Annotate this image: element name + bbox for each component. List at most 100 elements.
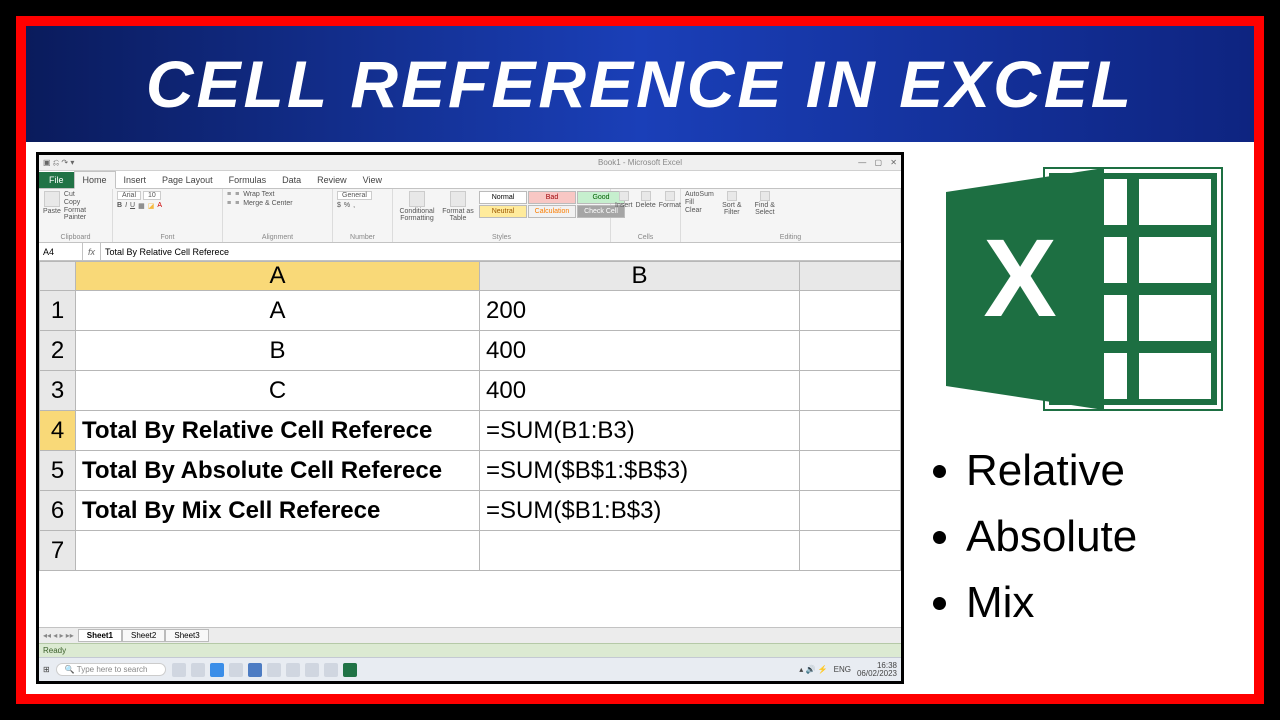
tab-formulas[interactable]: Formulas — [221, 172, 275, 188]
taskbar-app-icon[interactable] — [343, 663, 357, 677]
sort-filter-button[interactable]: Sort & Filter — [717, 191, 747, 216]
align-center-button[interactable]: ≡ — [235, 200, 239, 207]
taskbar-app-icon[interactable] — [191, 663, 205, 677]
find-select-button[interactable]: Find & Select — [750, 191, 780, 216]
font-color-button[interactable]: A — [157, 202, 162, 210]
currency-button[interactable]: $ — [337, 202, 341, 209]
col-header-b[interactable]: B — [480, 262, 800, 291]
fx-icon[interactable]: fx — [83, 243, 101, 260]
cell-c5[interactable] — [800, 451, 901, 491]
tab-page-layout[interactable]: Page Layout — [154, 172, 221, 188]
taskbar-app-icon[interactable] — [286, 663, 300, 677]
sheet-nav[interactable]: ◂◂ ◂ ▸ ▸▸ — [43, 631, 74, 640]
sheet-tab-3[interactable]: Sheet3 — [165, 629, 208, 642]
cell-a3[interactable]: C — [76, 371, 480, 411]
cell-a5[interactable]: Total By Absolute Cell Referece — [76, 451, 480, 491]
cell-c4[interactable] — [800, 411, 901, 451]
fill-color-button[interactable]: ◪ — [148, 202, 155, 210]
format-cells-button[interactable]: Format — [659, 191, 681, 209]
cell-b1[interactable]: 200 — [480, 291, 800, 331]
clear-button[interactable]: Clear — [685, 207, 714, 214]
style-neutral[interactable]: Neutral — [479, 205, 527, 218]
formula-bar[interactable]: Total By Relative Cell Referece — [101, 243, 901, 260]
underline-button[interactable]: U — [130, 202, 135, 210]
fill-button[interactable]: Fill — [685, 199, 714, 206]
taskbar-search[interactable]: 🔍 Type here to search — [56, 663, 166, 676]
style-normal[interactable]: Normal — [479, 191, 527, 204]
col-header-a[interactable]: A — [76, 262, 480, 291]
conditional-formatting-button[interactable]: Conditional Formatting — [397, 191, 437, 222]
italic-button[interactable]: I — [125, 202, 127, 210]
cell-a2[interactable]: B — [76, 331, 480, 371]
sheet-tab-2[interactable]: Sheet2 — [122, 629, 165, 642]
bold-button[interactable]: B — [117, 202, 122, 210]
taskbar-app-icon[interactable] — [210, 663, 224, 677]
taskbar-app-icon[interactable] — [229, 663, 243, 677]
paste-button[interactable]: Paste — [43, 191, 61, 215]
row-header-7[interactable]: 7 — [40, 531, 76, 571]
cell-c1[interactable] — [800, 291, 901, 331]
cell-a1[interactable]: A — [76, 291, 480, 331]
border-button[interactable]: ▦ — [138, 202, 145, 210]
insert-cells-button[interactable]: Insert — [615, 191, 633, 209]
cell-b3[interactable]: 400 — [480, 371, 800, 411]
row-header-6[interactable]: 6 — [40, 491, 76, 531]
cell-c6[interactable] — [800, 491, 901, 531]
row-header-3[interactable]: 3 — [40, 371, 76, 411]
cell-c3[interactable] — [800, 371, 901, 411]
align-top-button[interactable]: ≡ — [227, 191, 231, 198]
tab-data[interactable]: Data — [274, 172, 309, 188]
align-left-button[interactable]: ≡ — [227, 200, 231, 207]
font-family-select[interactable]: Arial — [117, 191, 141, 200]
close-icon[interactable]: ✕ — [890, 158, 897, 167]
cell-c7[interactable] — [800, 531, 901, 571]
cut-button[interactable]: Cut — [64, 191, 108, 198]
row-header-4[interactable]: 4 — [40, 411, 76, 451]
autosum-button[interactable]: AutoSum — [685, 191, 714, 198]
tab-home[interactable]: Home — [74, 171, 116, 189]
name-box[interactable]: A4 — [39, 243, 83, 260]
tab-view[interactable]: View — [355, 172, 390, 188]
cell-b2[interactable]: 400 — [480, 331, 800, 371]
cell-b6[interactable]: =SUM($B1:B$3) — [480, 491, 800, 531]
tab-file[interactable]: File — [39, 172, 74, 188]
start-button[interactable]: ⊞ — [43, 665, 50, 674]
maximize-icon[interactable]: ▢ — [875, 158, 883, 167]
row-header-5[interactable]: 5 — [40, 451, 76, 491]
style-bad[interactable]: Bad — [528, 191, 576, 204]
taskbar-app-icon[interactable] — [248, 663, 262, 677]
format-painter-button[interactable]: Format Painter — [64, 207, 108, 221]
copy-button[interactable]: Copy — [64, 199, 108, 206]
row-header-2[interactable]: 2 — [40, 331, 76, 371]
col-header-c[interactable] — [800, 262, 901, 291]
taskbar-app-icon[interactable] — [305, 663, 319, 677]
format-as-table-button[interactable]: Format as Table — [440, 191, 476, 222]
cell-b4[interactable]: =SUM(B1:B3) — [480, 411, 800, 451]
number-format-select[interactable]: General — [337, 191, 372, 200]
merge-center-button[interactable]: Merge & Center — [243, 200, 292, 207]
row-header-1[interactable]: 1 — [40, 291, 76, 331]
cell-a7[interactable] — [76, 531, 480, 571]
tab-insert[interactable]: Insert — [116, 172, 155, 188]
tab-review[interactable]: Review — [309, 172, 355, 188]
worksheet-grid[interactable]: A B 1 A 200 2 B 400 — [39, 261, 901, 627]
taskbar-app-icon[interactable] — [172, 663, 186, 677]
percent-button[interactable]: % — [344, 202, 350, 209]
align-mid-button[interactable]: ≡ — [235, 191, 239, 198]
delete-cells-button[interactable]: Delete — [636, 191, 656, 209]
cell-styles-gallery[interactable]: Normal Bad Good Neutral Calculation Chec… — [479, 191, 625, 218]
cell-a6[interactable]: Total By Mix Cell Referece — [76, 491, 480, 531]
taskbar-app-icon[interactable] — [267, 663, 281, 677]
taskbar-app-icon[interactable] — [324, 663, 338, 677]
cell-a4[interactable]: Total By Relative Cell Referece — [76, 411, 480, 451]
tray-lang[interactable]: ENG — [834, 665, 851, 674]
select-all-corner[interactable] — [40, 262, 76, 291]
minimize-icon[interactable]: — — [858, 158, 866, 167]
cell-b5[interactable]: =SUM($B$1:$B$3) — [480, 451, 800, 491]
cell-c2[interactable] — [800, 331, 901, 371]
cell-b7[interactable] — [480, 531, 800, 571]
comma-button[interactable]: , — [353, 202, 355, 209]
style-calculation[interactable]: Calculation — [528, 205, 576, 218]
font-size-select[interactable]: 10 — [143, 191, 161, 200]
sheet-tab-1[interactable]: Sheet1 — [78, 629, 122, 642]
